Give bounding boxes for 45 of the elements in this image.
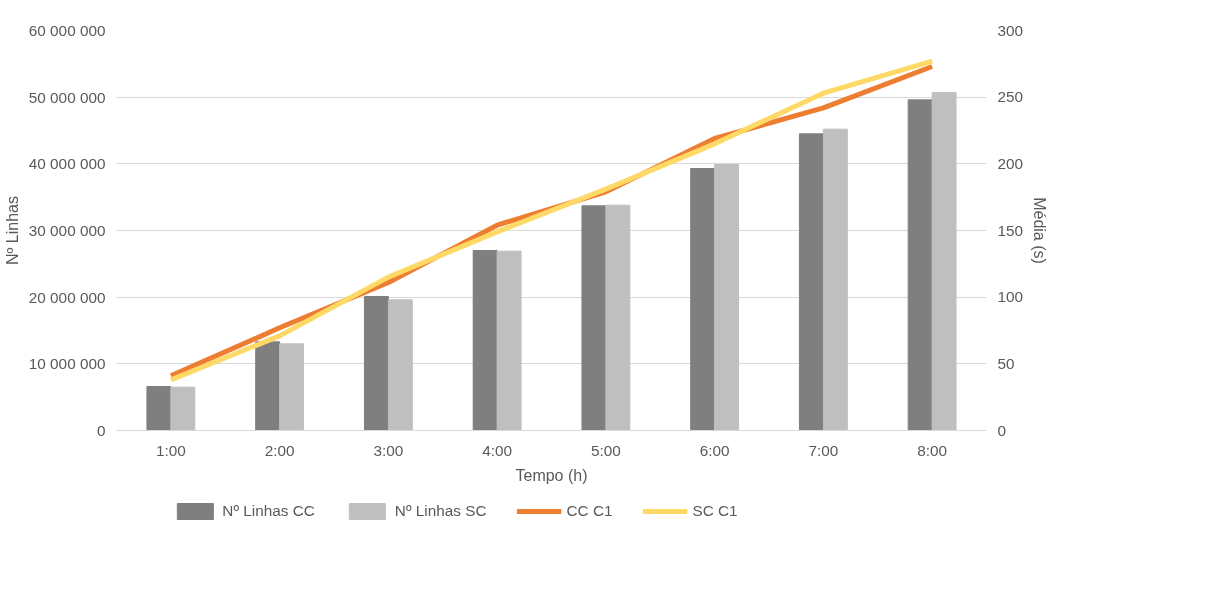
x-tick-label: 1:00: [155, 441, 186, 459]
bar: [496, 250, 522, 431]
bar: [822, 128, 848, 431]
y2-tick-label: 300: [997, 21, 1024, 39]
x-tick-label: 6:00: [699, 441, 730, 459]
bar: [798, 133, 824, 431]
y-tick-label: 0: [96, 422, 106, 439]
y2-tick-label: 150: [997, 221, 1024, 239]
y-tick-label: 10 000 000: [28, 355, 106, 373]
bar: [690, 168, 716, 431]
bar: [146, 386, 172, 431]
x-tick-label: 7:00: [808, 441, 839, 459]
y-axis-title: Nº Linhas: [3, 196, 21, 265]
legend-label: Nº Linhas SC: [394, 502, 487, 520]
legend-label: SC C1: [692, 502, 738, 520]
x-tick-label: 3:00: [373, 441, 404, 459]
bar: [931, 92, 957, 431]
x-tick-label: 8:00: [917, 441, 948, 459]
legend-label: Nº Linhas CC: [222, 502, 315, 520]
bar: [363, 296, 389, 431]
x-tick-label: 5:00: [590, 441, 621, 459]
y-tick-label: 50 000 000: [28, 88, 106, 106]
bar: [472, 250, 498, 431]
y-tick-label: 30 000 000: [28, 222, 106, 239]
x-axis-title: Tempo (h): [515, 466, 588, 484]
y-tick-label: 20 000 000: [28, 288, 106, 306]
y2-tick-label: 200: [997, 154, 1024, 172]
bar: [714, 164, 740, 431]
bar: [907, 99, 933, 431]
bar: [255, 341, 281, 431]
y2-tick-label: 100: [997, 288, 1024, 306]
y-tick-label: 40 000 000: [28, 155, 106, 173]
y2-tick-label: 0: [997, 421, 1007, 439]
legend-label: CC C1: [566, 502, 613, 520]
y2-tick-label: 50: [997, 354, 1015, 372]
x-tick-label: 2:00: [264, 441, 295, 459]
bar: [581, 205, 607, 431]
bar: [387, 299, 413, 431]
y2-tick-label: 250: [997, 88, 1024, 106]
y2-axis-title: Média (s): [1031, 197, 1049, 264]
x-tick-label: 4:00: [482, 441, 513, 459]
y-tick-label: 60 000 000: [28, 22, 106, 39]
bar: [279, 343, 305, 431]
bar: [170, 386, 196, 431]
bar: [605, 204, 631, 431]
